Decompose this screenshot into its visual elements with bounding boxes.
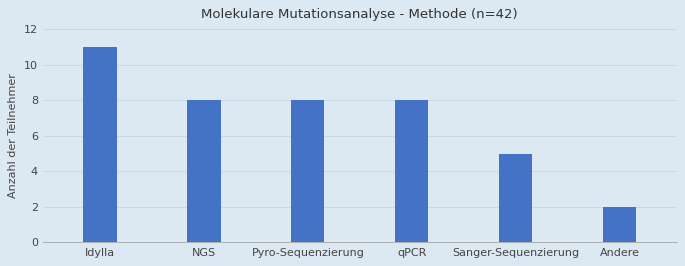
Bar	[187, 100, 221, 242]
Bar	[291, 100, 325, 242]
Bar	[499, 153, 532, 242]
Bar	[84, 47, 116, 242]
Y-axis label: Anzahl der Teilnehmer: Anzahl der Teilnehmer	[8, 73, 18, 198]
Bar	[603, 207, 636, 242]
Title: Molekulare Mutationsanalyse - Methode (n=42): Molekulare Mutationsanalyse - Methode (n…	[201, 8, 518, 21]
Bar	[395, 100, 428, 242]
